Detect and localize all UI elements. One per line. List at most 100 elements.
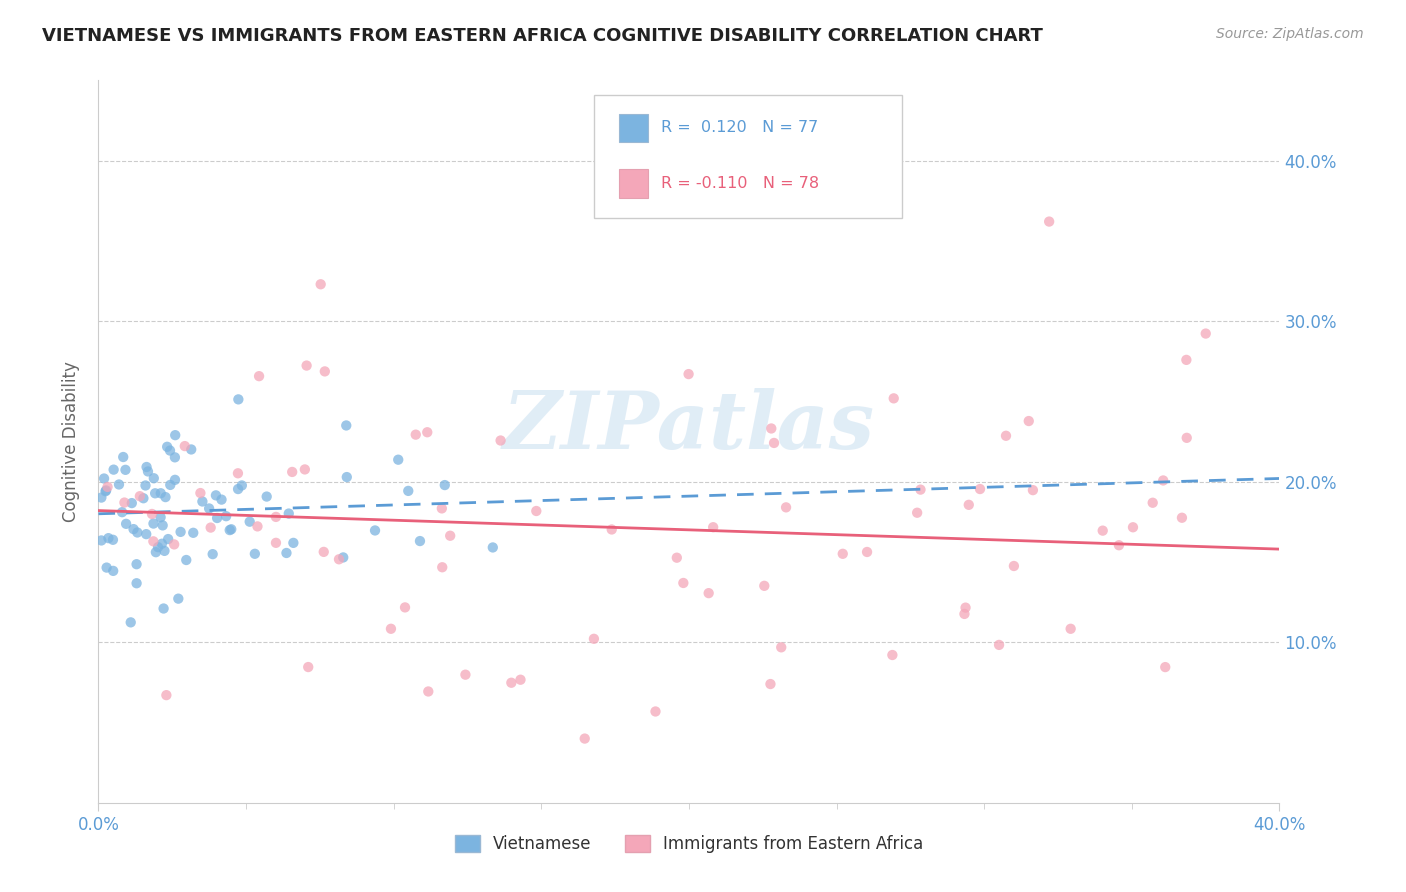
Point	[108, 477, 131, 491]
Point	[112, 450, 135, 464]
Point	[264, 536, 287, 550]
Point	[142, 516, 165, 531]
Point	[125, 576, 148, 591]
Point	[697, 586, 720, 600]
Point	[165, 428, 187, 442]
Point	[90, 533, 112, 548]
Point	[1059, 622, 1081, 636]
Point	[988, 638, 1011, 652]
Point	[600, 523, 623, 537]
Point	[312, 545, 335, 559]
Point	[239, 515, 262, 529]
Point	[155, 490, 177, 504]
Point	[405, 427, 427, 442]
Point	[336, 470, 359, 484]
Point	[120, 615, 142, 630]
Point	[127, 525, 149, 540]
Point	[665, 550, 688, 565]
Point	[163, 450, 186, 465]
Point	[152, 601, 174, 615]
Point	[678, 367, 700, 381]
Point	[856, 545, 879, 559]
Point	[135, 460, 157, 475]
Point	[94, 483, 117, 498]
Point	[246, 519, 269, 533]
Point	[114, 463, 136, 477]
Point	[1022, 483, 1045, 497]
Point	[1142, 496, 1164, 510]
Point	[97, 531, 120, 545]
Point	[93, 471, 115, 485]
Point	[174, 553, 197, 567]
Point	[995, 429, 1018, 443]
Point	[141, 507, 163, 521]
Point	[156, 440, 179, 454]
Point	[256, 490, 278, 504]
Point	[112, 495, 135, 509]
Point	[759, 677, 782, 691]
Point	[211, 492, 233, 507]
Point	[433, 478, 456, 492]
Point	[957, 498, 980, 512]
Point	[181, 525, 204, 540]
Point	[247, 369, 270, 384]
Point	[163, 473, 186, 487]
Point	[94, 484, 117, 499]
Point	[173, 439, 195, 453]
Point	[142, 534, 165, 549]
Point	[283, 536, 305, 550]
Point	[135, 527, 157, 541]
Point	[416, 425, 439, 440]
Point	[1195, 326, 1218, 341]
Point	[134, 478, 156, 492]
Point	[145, 545, 167, 559]
Point	[905, 506, 928, 520]
Point	[702, 520, 724, 534]
Point	[332, 550, 354, 565]
Point	[205, 488, 228, 502]
Text: Source: ZipAtlas.com: Source: ZipAtlas.com	[1216, 27, 1364, 41]
Point	[149, 510, 172, 524]
Point	[121, 496, 143, 510]
Point	[128, 489, 150, 503]
Point	[201, 547, 224, 561]
Point	[314, 364, 336, 378]
Point	[111, 505, 134, 519]
Text: ZIPatlas: ZIPatlas	[503, 388, 875, 466]
Point	[101, 533, 124, 547]
Point	[149, 486, 172, 500]
Point	[143, 486, 166, 500]
Point	[103, 463, 125, 477]
Point	[489, 434, 512, 448]
Point	[294, 462, 316, 476]
Point	[190, 486, 212, 500]
Point	[153, 544, 176, 558]
FancyBboxPatch shape	[595, 95, 901, 218]
Point	[418, 684, 440, 698]
Point	[1154, 660, 1177, 674]
Point	[763, 436, 786, 450]
Point	[219, 522, 242, 536]
Point	[132, 491, 155, 506]
Point	[432, 560, 454, 574]
Point	[159, 478, 181, 492]
Point	[328, 552, 350, 566]
Point	[955, 600, 977, 615]
Point	[115, 516, 138, 531]
Point	[152, 518, 174, 533]
Point	[1018, 414, 1040, 428]
Point	[103, 564, 125, 578]
Point	[276, 546, 298, 560]
Point	[90, 491, 112, 505]
Point	[969, 482, 991, 496]
Point	[883, 392, 905, 406]
Point	[169, 524, 191, 539]
Point	[1108, 538, 1130, 552]
Point	[205, 511, 228, 525]
Point	[387, 452, 409, 467]
Point	[200, 520, 222, 534]
Point	[198, 501, 221, 516]
Point	[953, 607, 976, 621]
Point	[96, 560, 118, 574]
FancyBboxPatch shape	[619, 169, 648, 198]
